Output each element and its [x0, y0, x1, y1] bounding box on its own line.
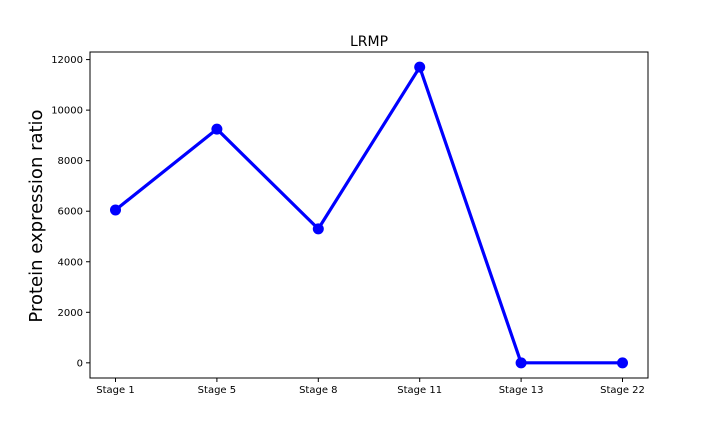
- x-tick-label: Stage 8: [299, 385, 337, 396]
- chart-title: LRMP: [350, 34, 388, 50]
- x-tick-label: Stage 11: [397, 385, 442, 396]
- y-tick-label: 2000: [58, 308, 83, 319]
- y-tick-label: 12000: [51, 55, 83, 66]
- x-tick-label: Stage 13: [499, 385, 544, 396]
- y-axis-ticks: 0 2000 4000 6000 8000 10000 12000: [51, 55, 90, 369]
- x-tick-label: Stage 5: [198, 385, 236, 396]
- series-line: [114, 65, 623, 365]
- data-point: [515, 357, 527, 369]
- series-layer: [110, 61, 628, 369]
- y-tick-label: 0: [77, 358, 83, 369]
- x-axis-ticks: Stage 1 Stage 5 Stage 8 Stage 11 Stage 13 Sta…: [96, 378, 645, 396]
- y-axis-label: Protein expression ratio: [26, 109, 47, 322]
- data-point: [414, 61, 426, 73]
- data-point: [312, 223, 324, 235]
- y-tick-label: 4000: [58, 257, 83, 268]
- data-point: [211, 123, 223, 135]
- x-tick-label: Stage 22: [600, 385, 645, 396]
- y-tick-label: 10000: [51, 106, 83, 117]
- plot-area-frame: [89, 51, 649, 379]
- y-tick-label: 6000: [58, 207, 83, 218]
- data-point: [617, 357, 628, 369]
- y-tick-label: 8000: [58, 156, 83, 167]
- data-point: [110, 204, 121, 216]
- x-tick-label: Stage 1: [96, 385, 134, 396]
